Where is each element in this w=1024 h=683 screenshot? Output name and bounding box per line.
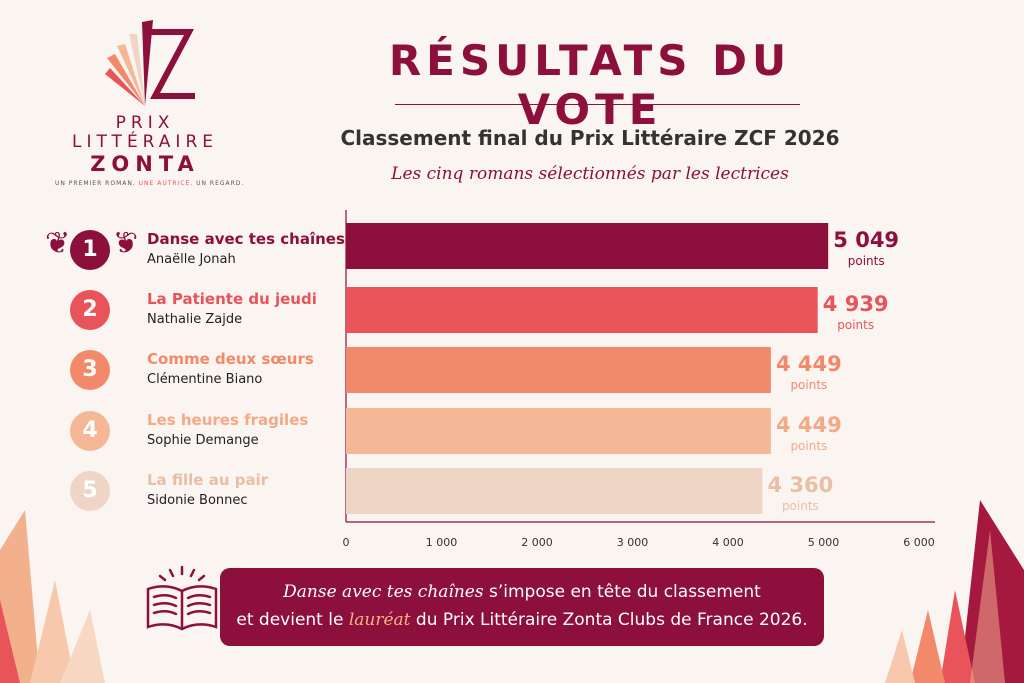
laurel-left-icon: ❦ <box>45 226 71 261</box>
bar <box>346 468 763 514</box>
bar-value-label: 4 449 <box>776 413 842 437</box>
book-title: Les heures fragiles <box>147 411 309 429</box>
logo-tagline-part3: UN REGARD. <box>193 180 245 187</box>
banner-book-title: Danse avec tes chaînes <box>283 582 484 602</box>
book-title: Comme deux sœurs <box>147 350 314 368</box>
laurel-right-icon: ❦ <box>113 226 139 261</box>
bar-unit-label: points <box>782 499 819 513</box>
book-author: Sidonie Bonnec <box>147 493 248 508</box>
page-title: RÉSULTATS DU VOTE <box>388 36 792 134</box>
bar-unit-label: points <box>848 254 885 268</box>
left-corner-decoration <box>0 510 105 683</box>
bar <box>346 223 829 269</box>
banner-text-2a: et devient le <box>236 610 349 630</box>
book-title: La Patiente du jeudi <box>147 290 317 308</box>
title-divider-dot <box>578 100 586 108</box>
x-tick-label: 0 <box>343 536 350 549</box>
bar-unit-label: points <box>790 439 827 453</box>
book-author: Anaëlle Jonah <box>147 252 236 267</box>
x-tick-label: 4 000 <box>712 536 744 549</box>
book-author: Clémentine Biano <box>147 372 263 387</box>
x-tick-label: 5 000 <box>808 536 840 549</box>
bar-unit-label: points <box>837 318 874 332</box>
banner-text-2b: du Prix Littéraire Zonta Clubs de France… <box>410 610 808 630</box>
right-corner-decoration <box>885 500 1024 683</box>
book-icon-box <box>140 565 224 639</box>
bar <box>346 347 771 393</box>
rank-badge: 4 <box>70 411 110 451</box>
book-author: Nathalie Zajde <box>147 312 243 327</box>
banner-highlight: lauréat <box>348 610 411 630</box>
x-tick-label: 6 000 <box>903 536 935 549</box>
bar-value-label: 4 449 <box>776 352 842 376</box>
book-title: La fille au pair <box>147 471 269 489</box>
bar <box>346 408 771 454</box>
banner-line-1: Danse avec tes chaînes s’impose en tête … <box>220 582 824 602</box>
logo-word-litteraire: LITTÉRAIRE <box>71 132 218 152</box>
book-title: Danse avec tes chaînes <box>147 230 345 248</box>
rank-badge: 1 <box>70 230 110 270</box>
page-tagline: Les cinq romans sélectionnés par les lec… <box>391 164 789 184</box>
rank-badge: 3 <box>70 350 110 390</box>
logo-word-prix: PRIX <box>115 113 175 133</box>
page-subtitle: Classement final du Prix Littéraire ZCF … <box>340 126 840 150</box>
bar <box>346 287 818 333</box>
book-author: Sophie Demange <box>147 433 259 448</box>
banner-line-2: et devient le lauréat du Prix Littéraire… <box>220 610 824 630</box>
x-tick-label: 2 000 <box>521 536 553 549</box>
bar-value-label: 5 049 <box>833 228 899 252</box>
rank-badge: 2 <box>70 290 110 330</box>
banner-text-1: s’impose en tête du classement <box>483 582 761 602</box>
logo-tagline-part2: UNE AUTRICE. <box>138 180 194 187</box>
logo-emblem-icon <box>105 20 195 106</box>
x-tick-label: 1 000 <box>426 536 458 549</box>
bar-chart: 0 1 000 2 000 3 000 4 000 5 000 6 000 5 049 poin… <box>343 210 935 549</box>
bar-value-label: 4 939 <box>823 292 889 316</box>
winner-banner: Danse avec tes chaînes s’impose en tête … <box>220 568 824 646</box>
logo: PRIX LITTÉRAIRE ZONTA UN PREMIER ROMAN. … <box>55 18 243 187</box>
logo-word-zonta: ZONTA <box>90 152 200 176</box>
logo-tagline-part1: UN PREMIER ROMAN. <box>55 180 139 187</box>
bar-unit-label: points <box>790 378 827 392</box>
rank-badge: 5 <box>70 471 110 511</box>
bar-value-label: 4 360 <box>767 473 833 497</box>
x-tick-label: 3 000 <box>617 536 649 549</box>
open-book-icon <box>146 565 218 631</box>
logo-tagline: UN PREMIER ROMAN. UNE AUTRICE. UN REGARD… <box>55 180 243 187</box>
title-divider <box>395 104 800 105</box>
